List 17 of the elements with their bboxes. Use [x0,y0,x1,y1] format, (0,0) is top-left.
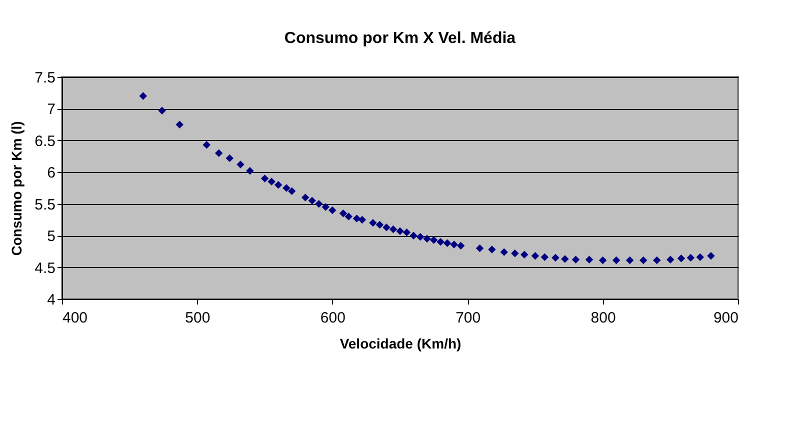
y-tick-label: 7.5 [34,70,56,86]
y-tick-label: 6 [47,164,56,182]
y-tick-label: 4 [47,292,56,308]
y-tick-label: 4.5 [34,260,56,277]
y-tick-label: 5.5 [34,196,56,214]
chart-title: Consumo por Km X Vel. Média [284,30,516,47]
x-tick-label: 500 [185,310,210,326]
x-tick-label: 900 [713,310,738,326]
y-tick-label: 6.5 [34,132,56,150]
x-tick-label: 700 [456,310,481,326]
x-axis-title: Velocidade (Km/h) [340,336,462,352]
x-tick-label: 400 [62,310,88,326]
x-tick-label: 800 [590,310,616,326]
y-tick-label: 5 [47,228,56,246]
x-tick-label: 600 [320,310,346,326]
y-tick-label: 7 [47,101,56,118]
y-axis-title: Consumo por Km (l) [8,121,25,256]
